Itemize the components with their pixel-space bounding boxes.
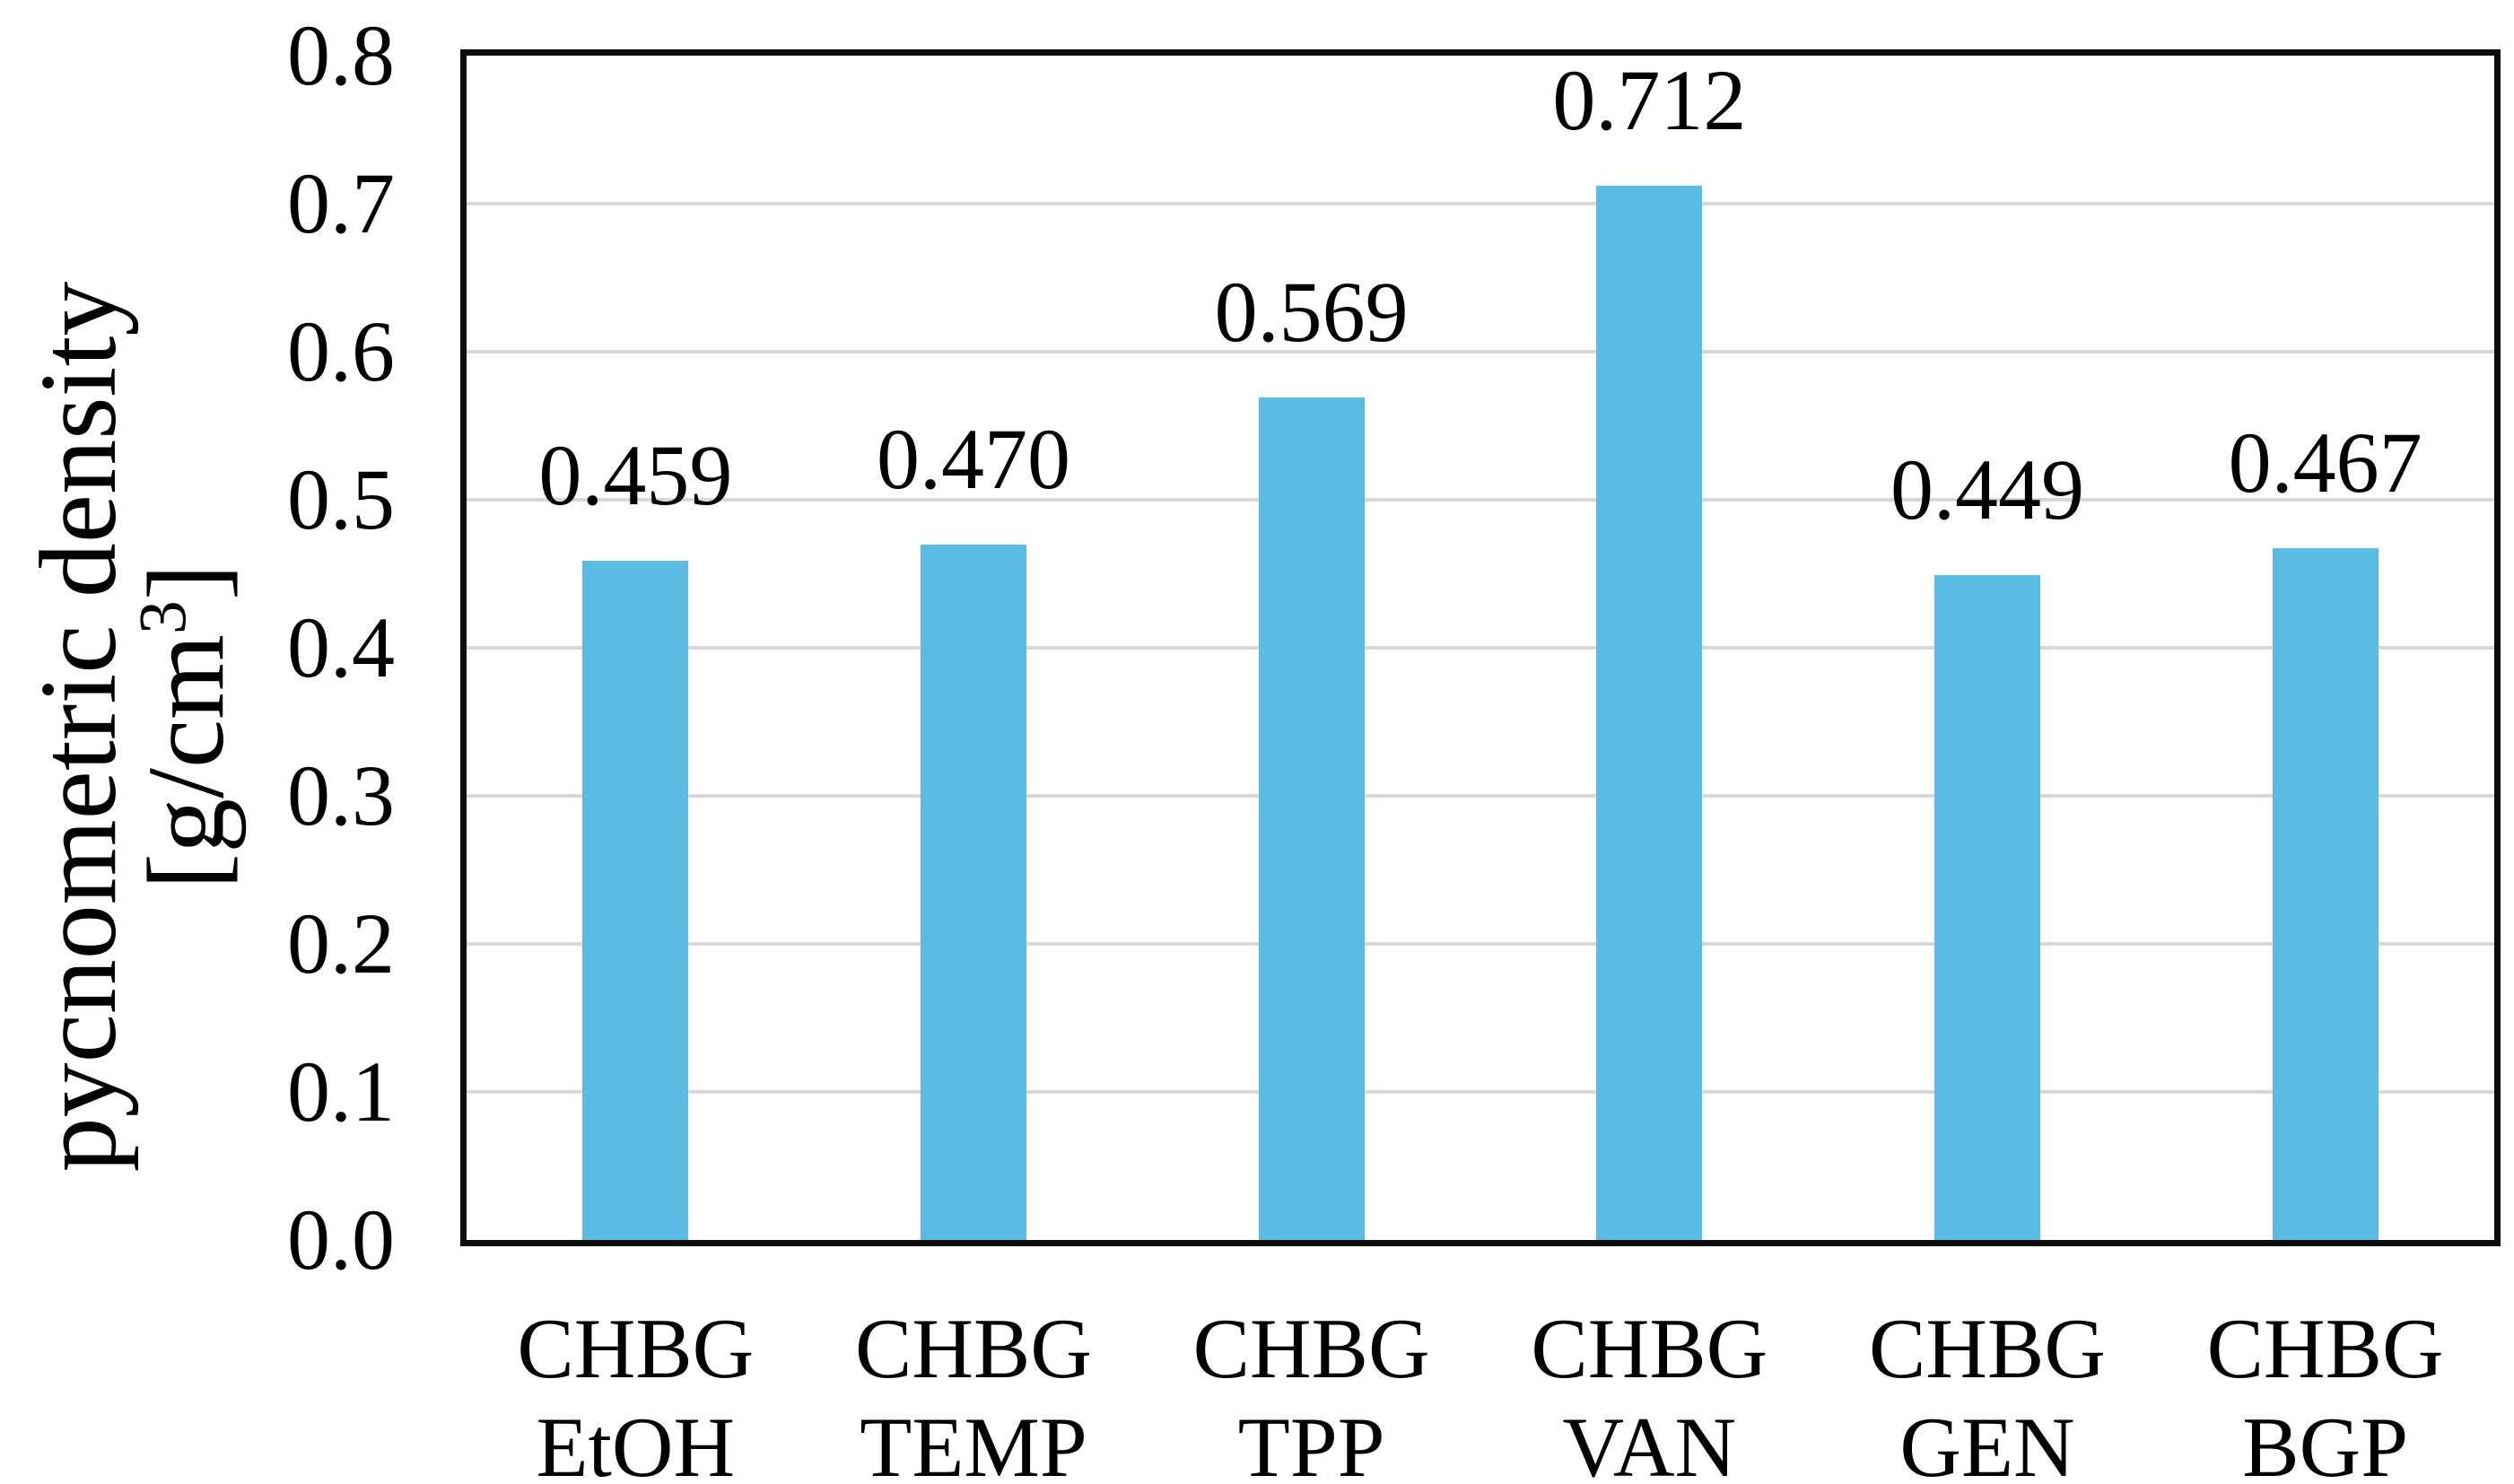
x-axis-category-label: CHBG VAN [1531,1299,1768,1484]
x-axis-category-line: CHBG [2206,1301,2444,1396]
bar [921,544,1026,1240]
x-axis-category-label: CHBG TEMP [855,1299,1092,1484]
bar [1258,397,1365,1240]
y-axis-tick-label: 0.8 [287,7,395,103]
x-axis-category-line: CHBG [855,1301,1092,1396]
gridline [467,942,2494,946]
plot-area: 0.459 0.470 0.569 0.712 0.449 0.467 [460,49,2501,1246]
y-axis-tick-labels: 0.0 0.1 0.2 0.3 0.4 0.5 0.6 0.7 0.8 [0,13,395,1283]
gridline [467,202,2494,205]
bar-value-label: 0.470 [877,410,1070,507]
gridline [467,794,2494,798]
x-axis-category-line: TEMP [860,1400,1087,1484]
y-axis-tick-label: 0.1 [287,1043,395,1139]
x-axis-category-line: CHBG [517,1301,755,1396]
bar [582,560,689,1240]
x-axis-category-label: CHBG EtOH [517,1299,754,1484]
x-axis-labels: CHBG EtOH CHBG TEMP CHBG TPP CHBG VAN CHBG GEN CHB… [467,1299,2494,1484]
gridline [467,646,2494,650]
x-axis-category-line: VAN [1562,1400,1737,1484]
bar-value-label: 0.459 [538,426,733,523]
x-axis-category-line: BGP [2242,1400,2409,1484]
y-axis-tick-label: 0.5 [287,451,395,547]
y-axis-tick-label: 0.7 [287,155,395,251]
bar-value-label: 0.569 [1214,264,1409,361]
bar [2272,548,2379,1240]
x-axis-category-line: CHBG [1192,1301,1430,1396]
gridline [467,1090,2494,1094]
x-axis-category-line: TPP [1237,1400,1385,1484]
x-axis-category-label: CHBG TPP [1193,1299,1430,1484]
x-axis-category-line: GEN [1899,1400,2075,1484]
x-axis-category-label: CHBG GEN [1869,1299,2106,1484]
x-axis-category-line: CHBG [1531,1301,1768,1396]
y-axis-tick-label: 0.4 [287,599,395,695]
bar-value-label: 0.467 [2228,415,2422,511]
bar-value-label: 0.712 [1552,52,1747,149]
y-axis-tick-label: 0.2 [287,895,395,991]
gridline [467,350,2494,354]
gridline [467,498,2494,502]
y-axis-tick-label: 0.6 [287,303,395,399]
bar-value-label: 0.449 [1890,441,2084,538]
x-axis-category-line: EtOH [536,1400,736,1484]
bar [1596,186,1703,1240]
x-axis-category-line: CHBG [1869,1301,2106,1396]
bar [1934,575,2040,1240]
y-axis-tick-label: 0.3 [287,747,395,843]
x-axis-category-label: CHBG BGP [2207,1299,2444,1484]
y-axis-tick-label: 0.0 [287,1192,395,1288]
